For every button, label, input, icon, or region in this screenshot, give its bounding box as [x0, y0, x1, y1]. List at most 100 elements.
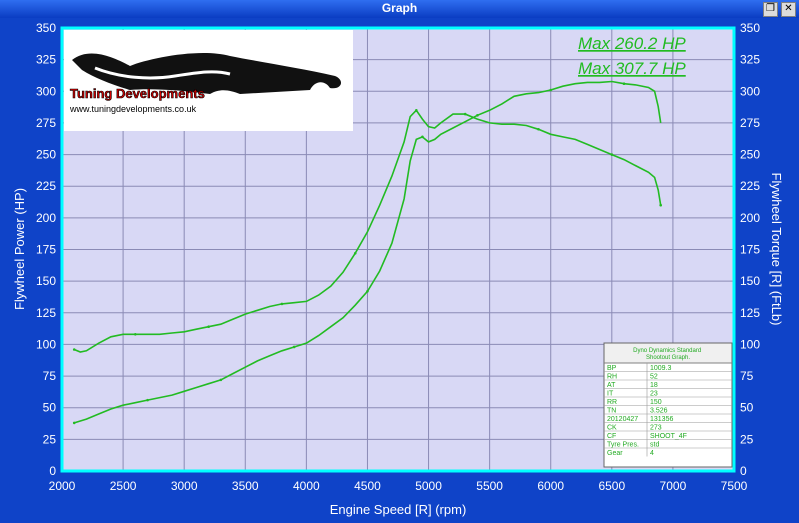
data-point	[366, 289, 369, 293]
y2-tick-label: 275	[740, 116, 760, 130]
y2-tick-label: 250	[740, 148, 760, 162]
data-point	[415, 108, 418, 112]
data-point	[421, 135, 424, 139]
logo: Tuning Developments www.tuningdevelopmen…	[64, 30, 353, 131]
y2-axis-label: Flywheel Torque [R] (FtLb)	[769, 173, 784, 326]
info-row-key: Tyre Pres.	[607, 442, 639, 449]
info-table-title: Dyno Dynamics Standard Shootout Graph.	[633, 348, 703, 361]
info-row-key: BP	[607, 365, 617, 372]
data-point	[134, 333, 137, 336]
y-tick-label: 300	[36, 84, 56, 98]
y2-tick-label: 100	[740, 337, 760, 351]
x-tick-label: 6000	[537, 479, 564, 493]
y2-tick-label: 175	[740, 243, 760, 257]
max-torque-label: Max 307.7 HP	[578, 59, 686, 78]
info-row-value: 18	[650, 382, 658, 389]
y-tick-label: 200	[36, 211, 56, 225]
info-row-key: RR	[607, 399, 617, 406]
y2-tick-label: 325	[740, 53, 760, 67]
y2-tick-label: 125	[740, 306, 760, 320]
y-axis-label: Flywheel Power (HP)	[12, 188, 27, 310]
y-tick-label: 0	[49, 464, 56, 478]
info-row-key: RH	[607, 374, 617, 381]
data-point	[476, 114, 479, 117]
data-point	[353, 251, 357, 255]
info-row-value: 150	[650, 399, 662, 406]
x-tick-label: 3000	[171, 479, 198, 493]
window-title: Graph	[381, 1, 418, 15]
plot-frame	[60, 26, 736, 473]
info-row-value: std	[650, 442, 659, 449]
x-tick-label: 2000	[49, 479, 76, 493]
data-point	[280, 302, 284, 306]
y2-tick-label: 350	[740, 21, 760, 35]
power-curve	[73, 80, 662, 424]
info-row-key: IT	[607, 391, 614, 398]
y-tick-label: 350	[36, 21, 56, 35]
logo-url: www.tuningdevelopments.co.uk	[69, 104, 197, 114]
x-tick-label: 7000	[660, 479, 687, 493]
x-tick-label: 6500	[598, 479, 625, 493]
dyno-chart: 2000 2500 3000 3500 4000 4500 5000 5500 6000 6500…	[12, 21, 784, 517]
data-point	[219, 378, 223, 382]
y-tick-label: 250	[36, 148, 56, 162]
data-point	[292, 345, 296, 349]
y-tick-label: 275	[36, 116, 56, 130]
y-tick-label: 125	[36, 306, 56, 320]
info-row-value: 1009.3	[650, 365, 672, 372]
window-titlebar: Graph ❐ ✕	[0, 0, 799, 18]
y-tick-label: 150	[36, 274, 56, 288]
y2-tick-label: 225	[740, 179, 760, 193]
x-tick-label: 4000	[293, 479, 320, 493]
data-point	[659, 203, 662, 207]
info-row-value: 3.526	[650, 408, 668, 415]
x-tick-label: 5500	[476, 479, 503, 493]
y-tick-label: 175	[36, 243, 56, 257]
restore-icon[interactable]: ❐	[763, 2, 778, 17]
y-tick-label: 325	[36, 53, 56, 67]
y-tick-label: 225	[36, 179, 56, 193]
car-silhouette-icon	[72, 53, 342, 94]
info-row-value: 273	[650, 425, 662, 432]
curves	[72, 80, 662, 425]
y2-tick-labels: 0 25 50 75 100 125 150 175 200 225 250 275 300 325 350	[740, 21, 760, 478]
x-tick-label: 3500	[232, 479, 259, 493]
info-row-key: CK	[607, 425, 617, 432]
y2-tick-label: 25	[740, 432, 754, 446]
info-table: Dyno Dynamics Standard Shootout Graph. B…	[603, 342, 733, 468]
data-point	[72, 348, 76, 351]
info-row-value: 23	[650, 391, 658, 398]
data-point	[610, 153, 614, 156]
y-tick-label: 100	[36, 337, 56, 351]
x-tick-label: 2500	[110, 479, 137, 493]
info-row-value: 4	[650, 450, 654, 457]
data-point	[207, 325, 210, 329]
x-axis-label: Engine Speed [R] (rpm)	[330, 502, 467, 517]
info-row-value: SHOOT_4F	[650, 433, 687, 440]
y2-tick-label: 150	[740, 274, 760, 288]
info-row-key: CF	[607, 433, 616, 440]
y2-tick-label: 300	[740, 84, 760, 98]
logo-brand: Tuning Developments	[70, 86, 205, 101]
x-tick-label: 5000	[415, 479, 442, 493]
info-row-key: AT	[607, 382, 616, 389]
x-tick-labels: 2000 2500 3000 3500 4000 4500 5000 5500 6000 6500…	[49, 479, 748, 493]
info-row-value: 52	[650, 374, 658, 381]
info-row-key: 20120427	[607, 416, 638, 423]
y-tick-label: 75	[43, 369, 57, 383]
x-tick-label: 7500	[721, 479, 748, 493]
torque-curve	[73, 109, 662, 353]
info-row-key: Gear	[607, 450, 623, 457]
y2-tick-label: 0	[740, 464, 747, 478]
data-point	[72, 421, 76, 425]
info-row-key: TN	[607, 408, 616, 415]
y-tick-labels: 0 25 50 75 100 125 150 175 200 225 250 275 300 325 350	[36, 21, 56, 478]
data-point	[537, 127, 540, 131]
close-icon[interactable]: ✕	[781, 2, 796, 17]
data-point	[463, 112, 467, 116]
x-tick-label: 4500	[354, 479, 381, 493]
y-tick-label: 50	[43, 401, 57, 415]
data-point	[146, 398, 149, 402]
y2-tick-label: 75	[740, 369, 754, 383]
y-tick-label: 25	[43, 432, 57, 446]
